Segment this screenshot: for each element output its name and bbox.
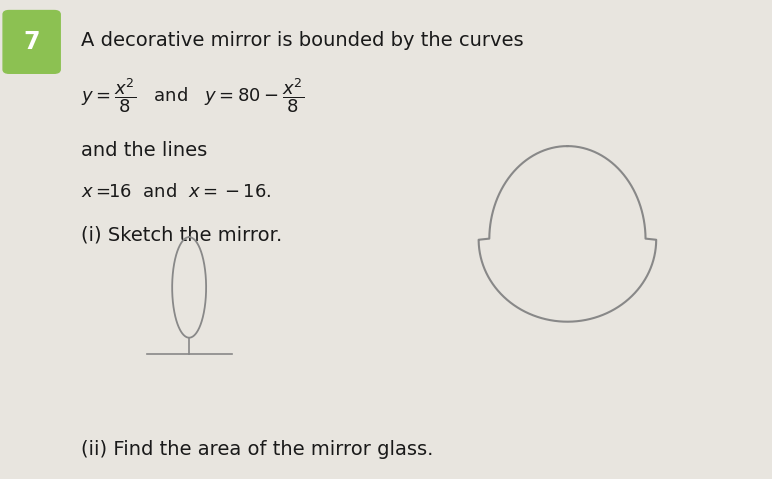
Text: 7: 7 [23,30,40,54]
Text: (i) Sketch the mirror.: (i) Sketch the mirror. [81,225,283,244]
Text: $y = \dfrac{x^2}{8}$   and   $y = 80 - \dfrac{x^2}{8}$: $y = \dfrac{x^2}{8}$ and $y = 80 - \dfra… [81,77,304,115]
Text: $x =\!\!16$  and  $x = -16.$: $x =\!\!16$ and $x = -16.$ [81,182,272,201]
Text: A decorative mirror is bounded by the curves: A decorative mirror is bounded by the cu… [81,31,523,50]
Text: and the lines: and the lines [81,141,208,160]
Text: (ii) Find the area of the mirror glass.: (ii) Find the area of the mirror glass. [81,440,433,459]
FancyBboxPatch shape [3,11,60,73]
